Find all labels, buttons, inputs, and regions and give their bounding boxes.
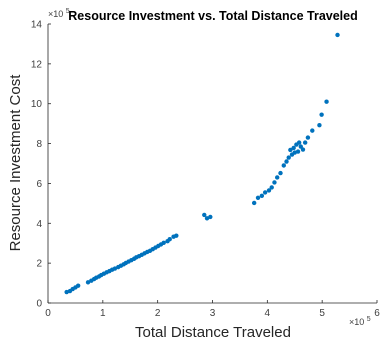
x-tick-label: 2: [155, 308, 161, 319]
data-point: [335, 32, 340, 38]
y-tick-label: 8: [36, 139, 42, 150]
data-point: [310, 128, 315, 133]
y-axis-label: Resource Investment Cost: [7, 74, 24, 252]
data-point: [278, 170, 283, 176]
x-tick-label: 6: [374, 308, 380, 319]
data-point: [262, 190, 268, 195]
plot-area: [48, 24, 377, 303]
data-point: [259, 193, 265, 198]
y-tick-label: 4: [36, 219, 42, 230]
y-multiplier-base: ×10: [48, 9, 63, 19]
data-point: [319, 112, 324, 117]
data-point: [269, 185, 274, 190]
x-axis-label: Total Distance Traveled: [135, 324, 291, 341]
y-tick-label: 6: [36, 179, 42, 190]
x-tick-label: 3: [210, 308, 216, 319]
data-point: [295, 149, 301, 154]
y-multiplier-exponent: 5: [66, 8, 70, 15]
data-point: [208, 214, 213, 220]
x-multiplier: ×10 5: [349, 316, 371, 327]
y-tick-label: 2: [36, 259, 42, 270]
data-point: [281, 163, 286, 168]
data-point: [300, 147, 306, 152]
points-layer: [64, 32, 340, 295]
x-multiplier-base: ×10: [349, 317, 364, 327]
data-point: [251, 200, 257, 206]
data-point: [305, 135, 311, 140]
x-tick-label: 1: [100, 308, 106, 319]
y-tick-label: 10: [31, 99, 43, 110]
x-tick-label: 4: [265, 308, 271, 319]
data-point: [302, 140, 308, 145]
x-multiplier-exponent: 5: [367, 316, 371, 323]
data-point: [286, 155, 291, 160]
data-point: [284, 159, 289, 164]
x-tick-label: 0: [45, 308, 51, 319]
y-multiplier: ×10 5: [48, 8, 70, 19]
x-tick-label: 5: [319, 308, 325, 319]
data-point: [317, 123, 322, 128]
chart-title: Resource Investment vs. Total Distance T…: [68, 9, 357, 23]
data-point: [291, 145, 296, 151]
data-point: [275, 175, 280, 180]
y-tick-label: 14: [31, 20, 43, 31]
data-point: [266, 188, 272, 193]
data-point: [174, 233, 179, 238]
y-tick-label: 0: [36, 299, 42, 310]
data-point: [324, 99, 329, 104]
data-point: [204, 216, 210, 221]
y-tick-label: 12: [31, 59, 43, 70]
data-point: [167, 237, 172, 242]
data-point: [75, 283, 81, 288]
data-point: [161, 240, 166, 246]
data-point: [255, 195, 261, 200]
data-point: [85, 280, 91, 285]
data-point: [202, 212, 207, 218]
data-point: [288, 147, 293, 153]
data-point: [112, 266, 118, 271]
data-point: [296, 140, 302, 145]
data-point: [272, 180, 277, 185]
